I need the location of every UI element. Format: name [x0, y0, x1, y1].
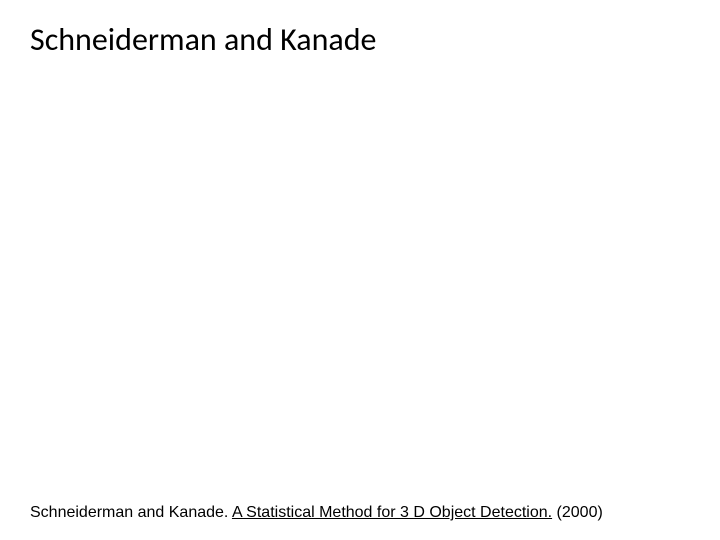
citation-line: Schneiderman and Kanade. A Statistical M… — [30, 504, 603, 522]
citation-authors: Schneiderman and Kanade. — [30, 504, 232, 521]
citation-year: (2000) — [552, 504, 603, 521]
citation-link[interactable]: A Statistical Method for 3 D Object Dete… — [232, 504, 552, 521]
slide-title: Schneiderman and Kanade — [30, 20, 376, 59]
